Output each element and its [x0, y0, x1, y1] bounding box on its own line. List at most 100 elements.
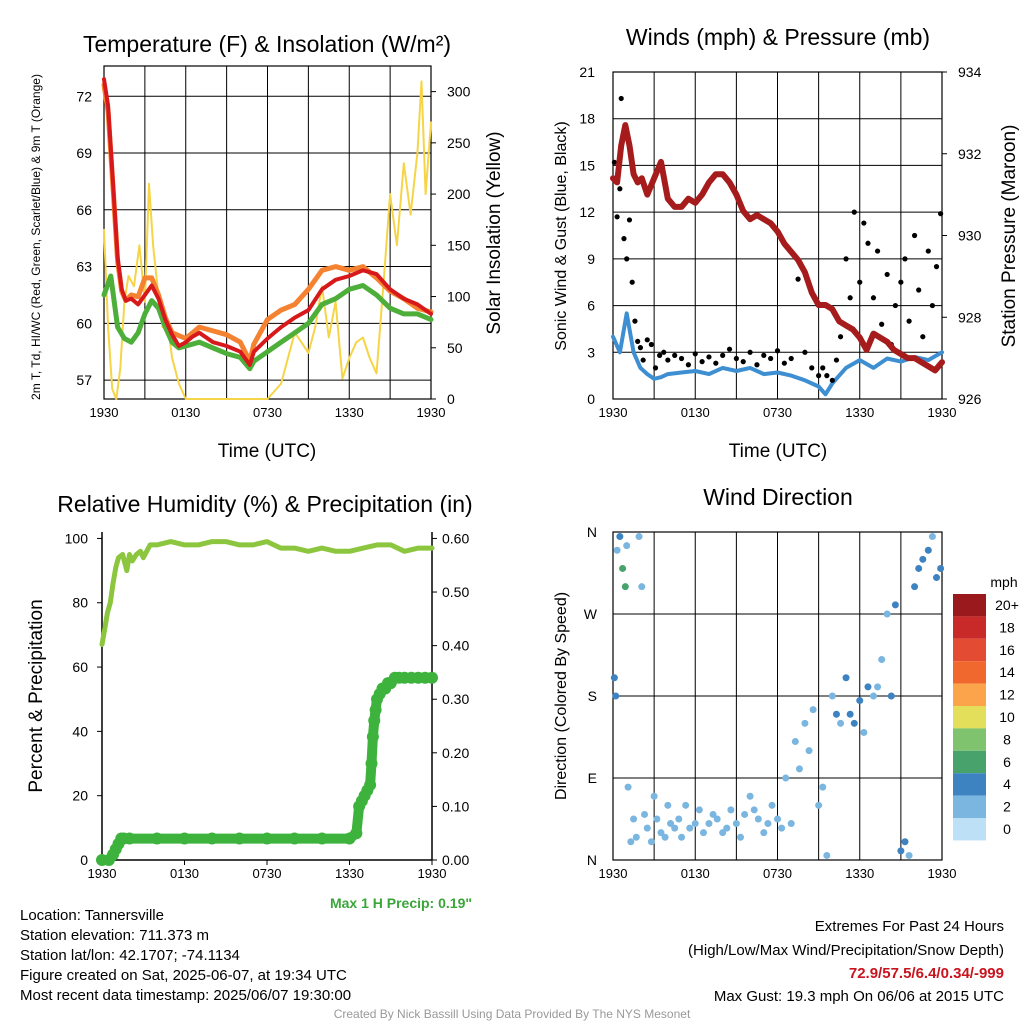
gust-point — [916, 287, 922, 293]
direction-point — [864, 683, 872, 691]
direction-point — [638, 583, 646, 591]
direction-point — [819, 783, 827, 791]
gust-point — [902, 256, 908, 262]
direction-point — [616, 533, 624, 541]
direction-point — [768, 801, 776, 809]
latlon-text: Station lat/lon: 42.1707; -74.1134 — [20, 947, 240, 964]
direction-point — [612, 692, 620, 700]
created-text: Figure created on Sat, 2025-06-07, at 19… — [20, 967, 347, 984]
recent-timestamp-text: Most recent data timestamp: 2025/06/07 1… — [20, 987, 352, 1004]
x-tick-label: 0730 — [253, 866, 282, 881]
gust-point — [938, 211, 944, 217]
legend-swatch — [953, 706, 986, 729]
gust-point — [847, 295, 853, 301]
y-tick-label: 40 — [72, 723, 88, 739]
gust-point — [809, 365, 815, 371]
direction-point — [650, 792, 658, 800]
direction-point — [915, 564, 923, 572]
precip-point — [426, 671, 438, 684]
direction-point — [828, 692, 836, 700]
direction-point — [695, 806, 703, 814]
legend-swatch — [953, 818, 986, 841]
precip-point — [288, 832, 301, 845]
direction-point — [657, 829, 665, 837]
gust-point — [726, 346, 733, 352]
direction-point — [736, 833, 744, 841]
y-tick-label: 60 — [72, 659, 88, 675]
direction-point — [691, 820, 699, 828]
direction-point — [647, 838, 655, 846]
legend-label: 18 — [999, 619, 1015, 635]
precip-point — [123, 832, 136, 845]
extremes-values: 72.9/57.5/6.4/0.34/-999 — [848, 965, 1004, 982]
direction-point — [933, 574, 941, 582]
precip-point — [364, 778, 377, 791]
gust-point — [644, 337, 650, 343]
direction-point — [635, 533, 643, 541]
x-tick-label: 0130 — [170, 866, 199, 881]
direction-point — [919, 555, 927, 563]
y-tick-label: 66 — [76, 202, 92, 218]
y-tick-label: N — [587, 852, 597, 868]
direction-point — [705, 820, 713, 828]
x-tick-label: 0730 — [763, 405, 792, 420]
direction-point — [643, 824, 651, 832]
direction-point — [764, 820, 772, 828]
gust-point — [925, 248, 931, 254]
gust-point — [820, 365, 826, 371]
x-tick-label: 1930 — [928, 405, 957, 420]
gust-point — [788, 355, 794, 362]
direction-point — [664, 801, 672, 809]
gust-point — [851, 209, 857, 215]
precip-point — [350, 827, 363, 840]
direction-point — [815, 801, 823, 809]
direction-point — [850, 719, 858, 727]
x-tick-label: 0730 — [253, 405, 282, 420]
max-precip-label: Max 1 H Precip: 0.19" — [329, 895, 472, 911]
direction-point — [630, 815, 638, 823]
legend-swatch — [953, 773, 986, 796]
extremes-subtitle: (High/Low/Max Wind/Precipitation/Snow De… — [688, 942, 1004, 959]
panel-title: Wind Direction — [703, 484, 853, 510]
precip-point — [365, 757, 378, 770]
direction-point — [901, 838, 909, 846]
legend-label: 4 — [1003, 776, 1011, 792]
gust-point — [661, 349, 667, 355]
gust-point — [629, 279, 635, 285]
y-axis-label: 2m T, Td, HI/WC (Red, Green, Scarlet/Blu… — [29, 74, 43, 400]
y2-tick-label: 0.50 — [442, 584, 469, 600]
direction-point — [675, 815, 683, 823]
precip-point — [151, 832, 163, 845]
y-tick-label: 20 — [72, 788, 88, 804]
y2-axis-label: Station Pressure (Maroon) — [999, 125, 1020, 348]
y2-tick-label: 250 — [447, 135, 471, 151]
direction-point — [856, 697, 864, 705]
direction-point — [928, 533, 936, 541]
y2-tick-label: 0.20 — [442, 745, 469, 761]
x-tick-label: 0130 — [681, 405, 710, 420]
y-tick-label: 21 — [579, 64, 595, 80]
y-tick-label: E — [588, 770, 597, 786]
gust-point — [892, 302, 898, 309]
gust-point — [621, 236, 627, 242]
gust-point — [837, 334, 844, 340]
gust-point — [626, 217, 633, 223]
y-tick-label: 6 — [587, 298, 595, 314]
direction-point — [719, 829, 727, 837]
gust-point — [929, 302, 936, 309]
gust-point — [632, 318, 638, 324]
y2-tick-label: 0.30 — [442, 691, 469, 707]
gust-point — [692, 351, 698, 357]
y2-tick-label: 50 — [447, 340, 463, 356]
y-tick-label: 80 — [72, 595, 88, 611]
y2-tick-label: 932 — [958, 146, 982, 162]
x-tick-label: 1930 — [418, 866, 447, 881]
direction-point — [627, 838, 635, 846]
y-tick-label: 9 — [587, 251, 595, 267]
direction-point — [897, 847, 905, 855]
y2-tick-label: 150 — [447, 237, 471, 253]
max-gust-text: Max Gust: 19.3 mph On 06/06 at 2015 UTC — [713, 988, 1004, 1005]
direction-point — [787, 820, 795, 828]
legend-swatch — [953, 728, 986, 751]
